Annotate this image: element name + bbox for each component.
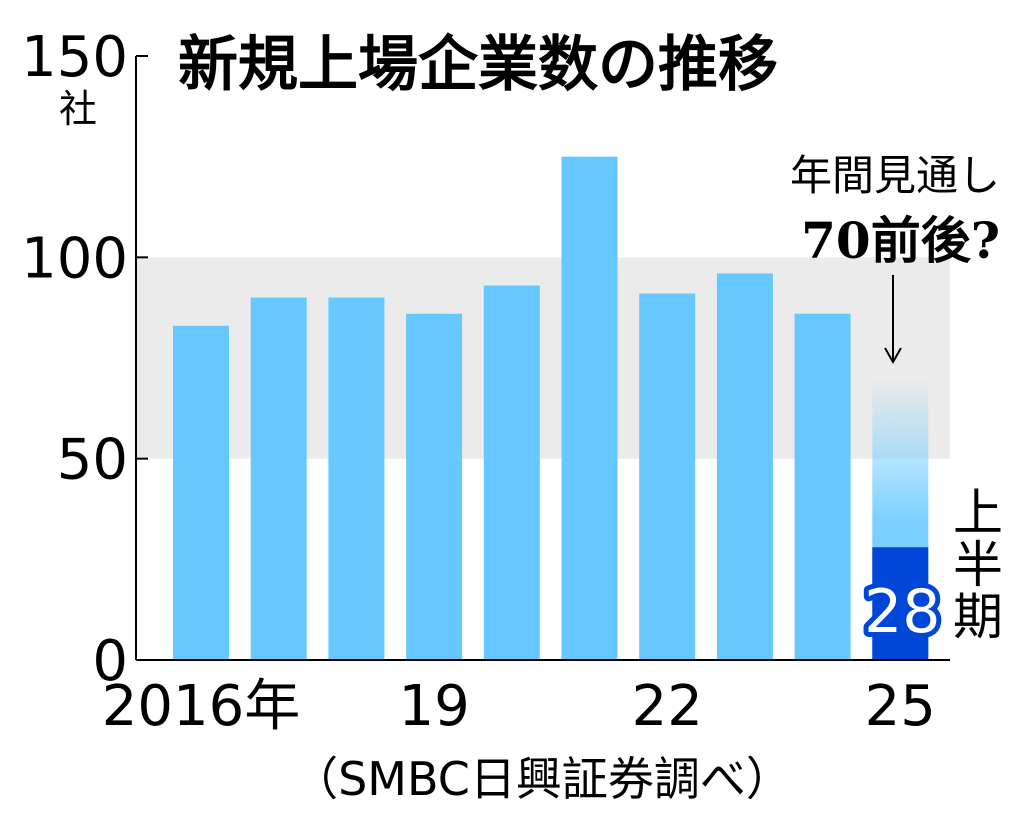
y-ticks-group: 0 50 100 150	[21, 25, 148, 694]
y-axis-unit: 社	[59, 87, 97, 131]
bar	[328, 297, 385, 660]
y-tick-label: 150	[21, 25, 128, 90]
half-year-label-char: 半	[953, 536, 1003, 594]
partial-value-label: 28	[864, 577, 940, 647]
partial-year-bar	[872, 547, 929, 660]
bar	[794, 313, 851, 660]
forecast-arrowhead	[884, 347, 902, 365]
x-ticks-group: 2016年 19 22 25	[102, 674, 936, 739]
y-tick-label: 100	[21, 226, 128, 291]
bar	[173, 325, 229, 660]
bar	[406, 313, 463, 660]
forecast-label-line2: 70前後?	[801, 211, 1000, 270]
half-year-label: 上半期	[953, 484, 1003, 646]
x-tick-label: 22	[632, 674, 703, 739]
forecast-label-line1: 年間見通し	[790, 151, 1000, 200]
x-tick-label: 25	[865, 674, 936, 739]
bar	[561, 156, 618, 660]
x-tick-label: 2016年	[102, 674, 301, 739]
y-tick-label: 50	[57, 428, 128, 493]
x-tick-label: 19	[398, 674, 469, 739]
bar	[716, 273, 773, 660]
bar	[483, 285, 540, 660]
bar	[639, 293, 696, 660]
bars-group	[173, 156, 929, 660]
chart-title: 新規上場企業数の推移	[178, 30, 778, 100]
half-year-label-char: 上	[953, 484, 1003, 542]
y-tick-label: 0	[92, 629, 128, 694]
bar	[250, 297, 307, 660]
source-note: （SMBC日興証券調べ）	[292, 752, 792, 806]
half-year-label-char: 期	[953, 588, 1003, 646]
